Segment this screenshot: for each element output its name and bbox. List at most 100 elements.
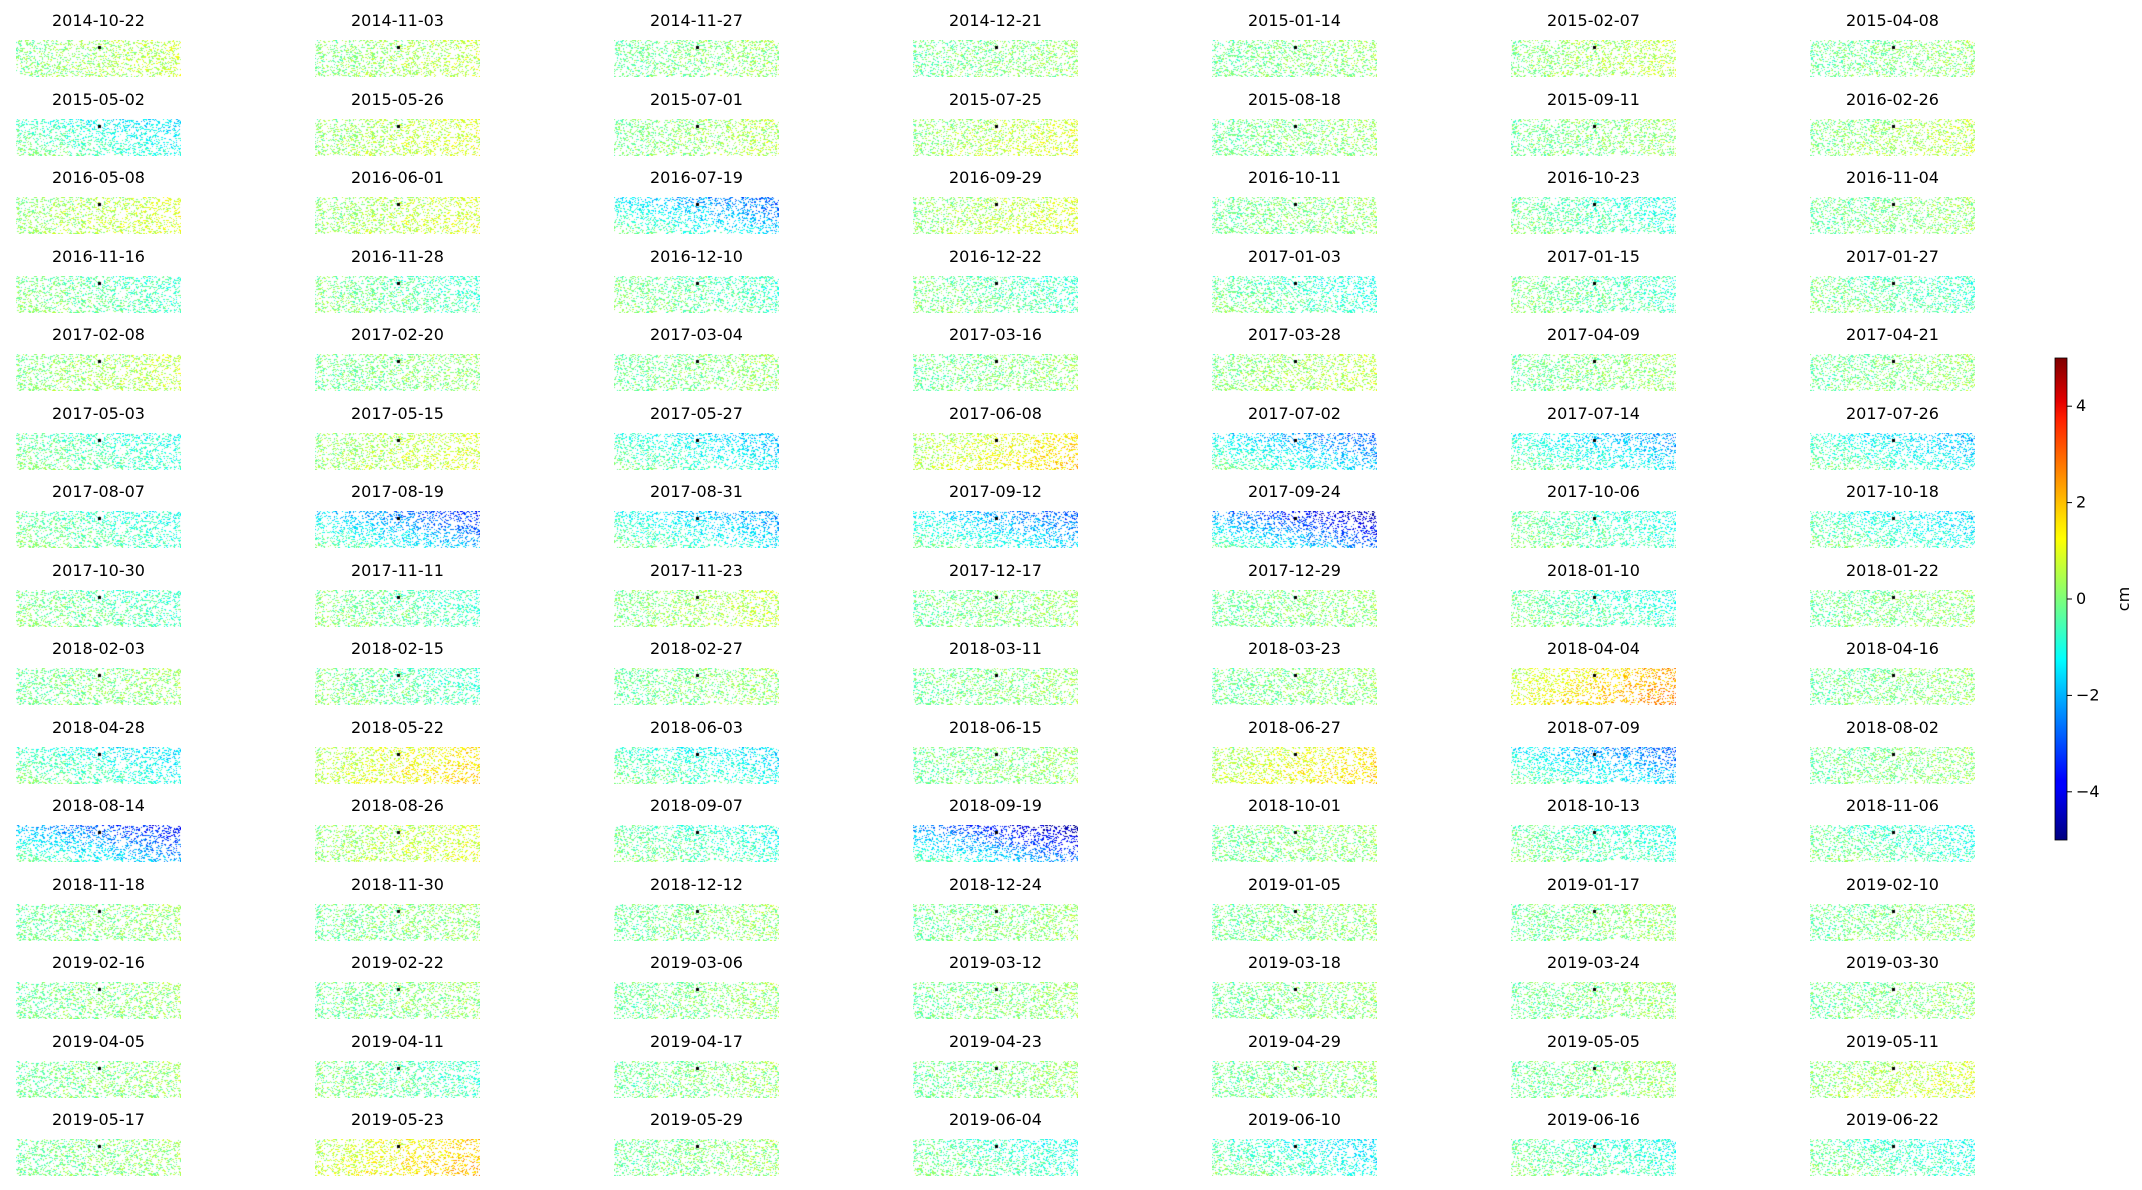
- panel-title: 2018-06-03: [650, 717, 743, 737]
- panel-title: 2017-05-15: [351, 403, 444, 423]
- displacement-panel: 2019-06-22: [1810, 1111, 1975, 1176]
- displacement-map: [1212, 1139, 1377, 1176]
- displacement-panel: 2017-05-15: [315, 403, 480, 470]
- panel-title: 2019-04-29: [1248, 1031, 1341, 1051]
- displacement-panel: 2017-02-20: [315, 326, 480, 391]
- displacement-panel: 2016-05-08: [16, 169, 181, 234]
- panel-title: 2017-03-04: [650, 325, 743, 344]
- displacement-panel: 2018-11-06: [1810, 797, 1975, 862]
- panel-title: 2015-01-14: [1248, 11, 1341, 30]
- displacement-panel: 2015-08-18: [1212, 90, 1377, 156]
- colorbar-tick-label: −4: [2076, 782, 2100, 801]
- displacement-map: [1511, 1060, 1676, 1098]
- panel-title: 2017-06-08: [949, 403, 1042, 423]
- displacement-panel: 2019-02-10: [1810, 875, 1975, 941]
- displacement-map: [1511, 40, 1676, 77]
- panel-title: 2017-02-08: [52, 325, 145, 344]
- colorbar-tick-label: 4: [2076, 396, 2086, 415]
- displacement-panel: 2017-05-03: [16, 403, 181, 470]
- displacement-panel: 2017-07-02: [1212, 404, 1377, 470]
- displacement-map: [16, 825, 181, 862]
- displacement-map: [614, 903, 779, 941]
- panel-title: 2017-09-12: [949, 482, 1042, 501]
- displacement-panel: 2016-12-22: [913, 247, 1078, 313]
- panel-title: 2018-10-13: [1547, 796, 1640, 815]
- displacement-panel: 2014-11-27: [614, 12, 779, 77]
- panel-title: 2017-10-18: [1846, 482, 1939, 501]
- displacement-map: [1810, 589, 1975, 627]
- displacement-map: [315, 982, 480, 1019]
- displacement-panel: 2018-02-03: [16, 640, 181, 705]
- panel-title: 2018-12-24: [949, 874, 1042, 894]
- displacement-panel: 2017-08-07: [16, 483, 181, 548]
- displacement-panel: 2018-09-19: [913, 797, 1078, 862]
- displacement-map: [1810, 197, 1975, 234]
- panel-title: 2017-03-28: [1248, 325, 1341, 344]
- displacement-panel: 2018-02-15: [315, 640, 480, 705]
- panel-title: 2017-05-03: [52, 403, 145, 423]
- panel-title: 2017-01-27: [1846, 246, 1939, 266]
- panel-title: 2016-07-19: [650, 168, 743, 187]
- displacement-map: [913, 118, 1078, 156]
- panel-title: 2019-03-24: [1547, 953, 1640, 972]
- panel-title: 2019-06-04: [949, 1110, 1042, 1129]
- displacement-map: [1810, 511, 1975, 548]
- displacement-panel: 2017-08-31: [614, 483, 779, 548]
- displacement-panel: 2018-06-15: [913, 718, 1078, 784]
- panel-title: 2018-06-27: [1248, 717, 1341, 737]
- displacement-panel: 2019-05-17: [16, 1111, 181, 1176]
- displacement-map: [1810, 1139, 1975, 1176]
- panel-title: 2018-09-19: [949, 796, 1042, 815]
- displacement-map: [1212, 668, 1377, 705]
- panel-title: 2018-08-26: [351, 796, 444, 815]
- displacement-map: [614, 1060, 779, 1098]
- panel-title: 2019-05-05: [1547, 1031, 1640, 1051]
- panel-title: 2019-03-18: [1248, 953, 1341, 972]
- displacement-map: [1511, 275, 1676, 313]
- displacement-map: [1810, 903, 1975, 941]
- displacement-panel: 2015-07-01: [614, 90, 779, 156]
- displacement-map: [1212, 40, 1377, 77]
- displacement-map: [16, 1060, 181, 1098]
- displacement-map: [16, 746, 181, 784]
- displacement-panel: 2017-02-08: [16, 326, 181, 391]
- colorbar-tick-label: −2: [2076, 685, 2100, 704]
- panel-title: 2015-02-07: [1547, 11, 1640, 30]
- displacement-map: [315, 432, 480, 470]
- panel-title: 2017-12-17: [949, 560, 1042, 580]
- displacement-panel: 2019-01-05: [1212, 875, 1377, 941]
- displacement-panel: 2017-12-17: [913, 560, 1078, 627]
- displacement-map: [1212, 982, 1377, 1019]
- panel-title: 2017-12-29: [1248, 560, 1341, 580]
- displacement-map: [16, 511, 181, 548]
- panel-title: 2018-03-23: [1248, 639, 1341, 658]
- panel-title: 2019-01-17: [1547, 874, 1640, 894]
- displacement-map: [1810, 668, 1975, 705]
- colorbar-label: cm: [2114, 587, 2133, 611]
- displacement-panel: 2019-03-18: [1212, 954, 1377, 1019]
- panel-title: 2016-12-10: [650, 246, 743, 266]
- displacement-panel: 2015-05-02: [16, 90, 181, 156]
- panel-title: 2017-08-19: [351, 482, 444, 501]
- panel-title: 2019-05-11: [1846, 1031, 1939, 1051]
- displacement-panel: 2019-03-24: [1511, 954, 1676, 1019]
- displacement-map: [1212, 354, 1377, 391]
- panel-title: 2014-11-03: [351, 11, 444, 30]
- displacement-panel: 2017-09-12: [913, 483, 1078, 548]
- panel-title: 2016-11-04: [1846, 168, 1939, 187]
- displacement-map: [913, 589, 1078, 627]
- panel-title: 2015-09-11: [1547, 89, 1640, 109]
- displacement-map: [1511, 197, 1676, 234]
- displacement-panel: 2018-02-27: [614, 640, 779, 705]
- panel-title: 2016-09-29: [949, 168, 1042, 187]
- displacement-panel: 2018-10-01: [1212, 797, 1377, 862]
- displacement-map: [913, 432, 1078, 470]
- panel-title: 2017-04-21: [1846, 325, 1939, 344]
- panel-title: 2019-06-10: [1248, 1110, 1341, 1129]
- displacement-map: [913, 903, 1078, 941]
- displacement-panel: 2018-04-28: [16, 718, 181, 784]
- displacement-panel: 2017-10-30: [16, 561, 181, 627]
- panel-title: 2015-04-08: [1846, 11, 1939, 30]
- displacement-map: [1212, 118, 1377, 156]
- displacement-panel: 2018-06-03: [614, 717, 779, 784]
